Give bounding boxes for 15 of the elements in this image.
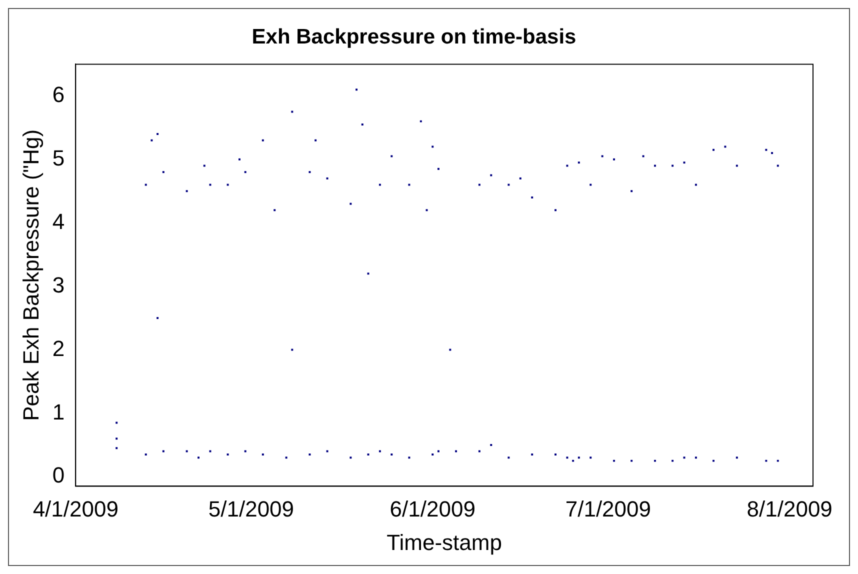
- x-tick-label: 4/1/2009: [32, 496, 118, 522]
- y-tick-label: 4: [52, 208, 65, 234]
- y-tick-label: 5: [52, 145, 65, 170]
- y-tick-label: 3: [52, 272, 65, 298]
- x-tick-label: 5/1/2009: [208, 496, 294, 522]
- chart-title: Exh Backpressure on time-basis: [252, 25, 576, 48]
- x-tick-label: 7/1/2009: [565, 496, 651, 522]
- y-tick-label: 1: [52, 399, 65, 424]
- x-tick-label: 6/1/2009: [390, 496, 476, 522]
- y-axis-title: Peak Exh Backpressure ("Hg): [18, 129, 44, 421]
- y-tick-label: 6: [52, 82, 65, 107]
- x-tick-label: 8/1/2009: [746, 496, 832, 522]
- y-tick-label: 2: [52, 336, 65, 361]
- y-tick-label: 0: [52, 462, 65, 488]
- x-axis-title: Time-stamp: [386, 530, 502, 555]
